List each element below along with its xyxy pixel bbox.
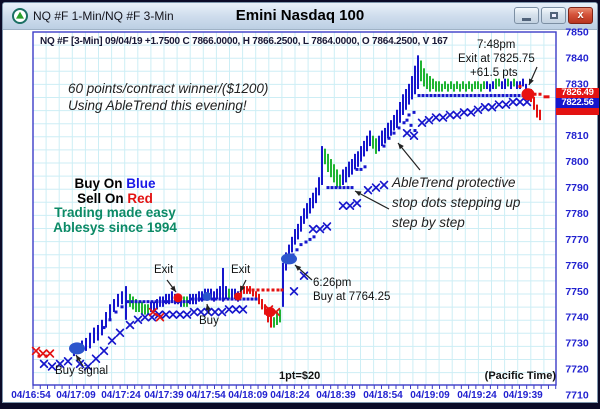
point-value-note: 1pt=$20 [279,370,321,382]
window-controls: x [514,7,593,24]
tagline-2: Ablesys since 1994 [53,219,177,235]
title-bar[interactable]: NQ #F 1-Min/NQ #F 3-Min Emini Nasdaq 100… [3,3,597,30]
buy-color-word: Blue [126,176,156,191]
minimize-icon [522,17,531,21]
exit-label-2: Exit [231,264,251,276]
quote-header: NQ #F [3-Min] 09/04/19 +1.7500 C 7866.00… [40,36,448,47]
buy-signal-label: Buy signal [55,365,109,377]
tagline-1: Trading made easy [54,205,176,220]
price-tag-strip [556,108,599,116]
close-button[interactable]: x [568,7,593,24]
exit-time-note: 7:48pm Exit at 7825.75 +61.5 pts [458,39,535,79]
minimize-button[interactable] [514,7,539,24]
app-logo-icon [12,8,28,24]
stops-note: AbleTrend protective stop dots stepping … [392,175,521,230]
buy-label-1: Buy [199,315,219,327]
price-tag-upper: 7826.49 [556,87,599,98]
window-title: NQ #F 1-Min/NQ #F 3-Min [33,9,174,23]
maximize-button[interactable] [541,7,566,24]
maximize-icon [549,12,558,19]
signals-legend: Buy On Blue Sell On Red Trading made eas… [36,176,194,235]
chart-title: Emini Nasdaq 100 [235,7,365,24]
buy-time-note: 6:26pm Buy at 7764.25 [313,277,391,303]
price-tag-lower: 7822.56 [556,97,599,109]
sell-color-word: Red [127,190,153,206]
winner-note: 60 points/contract winner/($1200) Using … [68,81,269,113]
close-icon: x [577,9,584,21]
timezone-note: (Pacific Time) [484,370,556,382]
exit-label-1: Exit [154,264,174,276]
